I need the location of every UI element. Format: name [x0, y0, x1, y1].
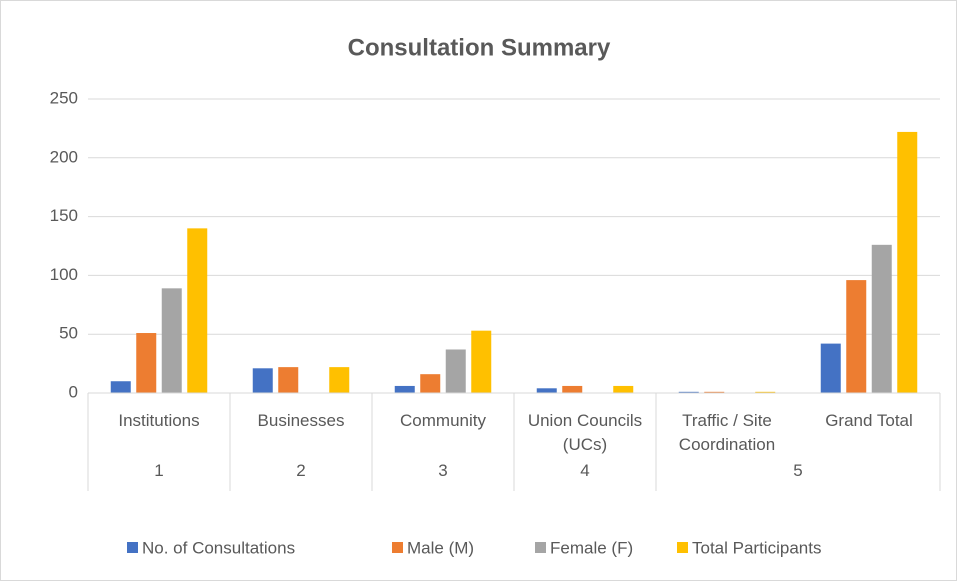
- legend-label: Male (M): [407, 538, 474, 557]
- bar: [704, 391, 725, 393]
- x-tick-label: Union Councils (UCs): [527, 411, 643, 454]
- bar: [562, 385, 583, 393]
- bar: [136, 333, 157, 393]
- bar: [420, 374, 441, 393]
- x-tick-label: Businesses: [257, 411, 345, 430]
- bar: [252, 368, 273, 393]
- bar: [161, 288, 182, 393]
- bar: [755, 391, 776, 393]
- bar: [613, 385, 634, 393]
- legend-swatch: [127, 542, 138, 553]
- bar: [187, 228, 208, 393]
- chart-title: Consultation Summary: [348, 34, 611, 61]
- x-tick-label: Institutions: [118, 411, 200, 430]
- x-tick-label: Grand Total: [825, 411, 913, 430]
- legend-swatch: [392, 542, 403, 553]
- bar: [846, 280, 867, 393]
- y-tick-label: 250: [50, 88, 78, 107]
- bar: [536, 388, 557, 393]
- bar: [110, 381, 131, 393]
- bar: [471, 330, 492, 393]
- y-tick-label: 0: [69, 382, 78, 401]
- x-tick-label: Traffic / Site Coordination: [678, 411, 776, 454]
- y-tick-label: 200: [50, 147, 78, 166]
- bar: [394, 385, 415, 393]
- group-label: 5: [793, 461, 803, 480]
- y-tick-label: 150: [50, 206, 78, 225]
- bar: [329, 367, 350, 393]
- y-tick-label: 100: [50, 265, 78, 284]
- legend-label: Total Participants: [692, 538, 821, 557]
- legend-swatch: [677, 542, 688, 553]
- group-label: 1: [154, 461, 164, 480]
- bar: [678, 391, 699, 393]
- bar: [820, 343, 841, 393]
- bar: [871, 244, 892, 393]
- legend-swatch: [535, 542, 546, 553]
- x-tick-label: Community: [400, 411, 486, 430]
- bar: [445, 349, 466, 393]
- bar: [278, 367, 299, 393]
- bar: [897, 131, 918, 394]
- legend-label: No. of Consultations: [142, 538, 295, 557]
- group-label: 4: [580, 461, 590, 480]
- y-tick-label: 50: [59, 324, 78, 343]
- group-label: 3: [438, 461, 448, 480]
- group-label: 2: [296, 461, 306, 480]
- legend-label: Female (F): [550, 538, 633, 557]
